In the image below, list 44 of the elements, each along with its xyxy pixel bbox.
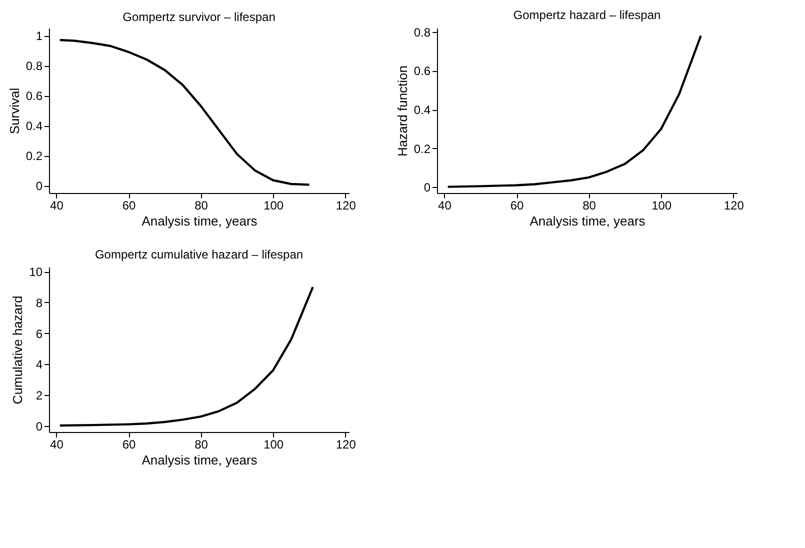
line-series (446, 34, 702, 188)
x-tick-label: 120 (336, 198, 356, 212)
x-tick-label: 120 (336, 438, 356, 452)
x-tick-label: 60 (122, 438, 136, 452)
x-tick-label: 80 (194, 198, 208, 212)
y-tick-label: 0 (36, 419, 43, 434)
x-axis-title: Analysis time, years (142, 452, 258, 468)
y-axis-title: Survival (6, 88, 22, 134)
x-axis-title: Analysis time, years (530, 214, 646, 228)
y-tick-label: 0.6 (414, 64, 431, 78)
y-tick-label: 0.4 (414, 103, 431, 118)
y-tick-label: 0 (36, 179, 43, 193)
chart-title: Gompertz hazard – lifespan (513, 8, 661, 22)
y-axis-title: Cumulative hazard (10, 296, 26, 404)
x-tick-label: 40 (50, 438, 64, 452)
x-tick-label: 60 (510, 198, 524, 212)
x-tick-label: 60 (122, 198, 136, 212)
y-tick-label: 4 (36, 358, 43, 372)
x-tick-label: 100 (264, 438, 284, 452)
x-axis-title: Analysis time, years (142, 214, 258, 228)
chart-title: Gompertz survivor – lifespan (122, 10, 276, 24)
y-tick-label: 6 (36, 326, 43, 341)
y-tick-label: 0.4 (26, 119, 43, 133)
y-tick-label: 0.8 (26, 59, 43, 73)
y-tick-label: 2 (36, 388, 43, 402)
y-tick-label: 8 (36, 296, 43, 310)
x-tick-label: 120 (724, 198, 744, 212)
x-tick-label: 100 (652, 198, 672, 212)
y-tick-label: 0.6 (26, 89, 43, 103)
y-tick-label: 0.8 (414, 25, 431, 40)
y-tick-label: 1 (36, 29, 43, 43)
y-tick-label: 0 (424, 180, 431, 195)
x-tick-label: 100 (264, 198, 284, 212)
x-tick-label: 40 (438, 198, 452, 212)
y-tick-label: 0.2 (26, 149, 43, 163)
y-tick-label: 0.2 (414, 142, 431, 156)
line-series (58, 286, 314, 427)
y-tick-label: 10 (29, 265, 43, 280)
x-tick-label: 80 (194, 438, 208, 452)
line-series (58, 38, 310, 186)
x-tick-label: 80 (582, 198, 596, 212)
chart-title: Gompertz cumulative hazard – lifespan (94, 248, 304, 262)
y-axis-title: Hazard function (394, 65, 410, 157)
x-tick-label: 40 (50, 198, 64, 212)
